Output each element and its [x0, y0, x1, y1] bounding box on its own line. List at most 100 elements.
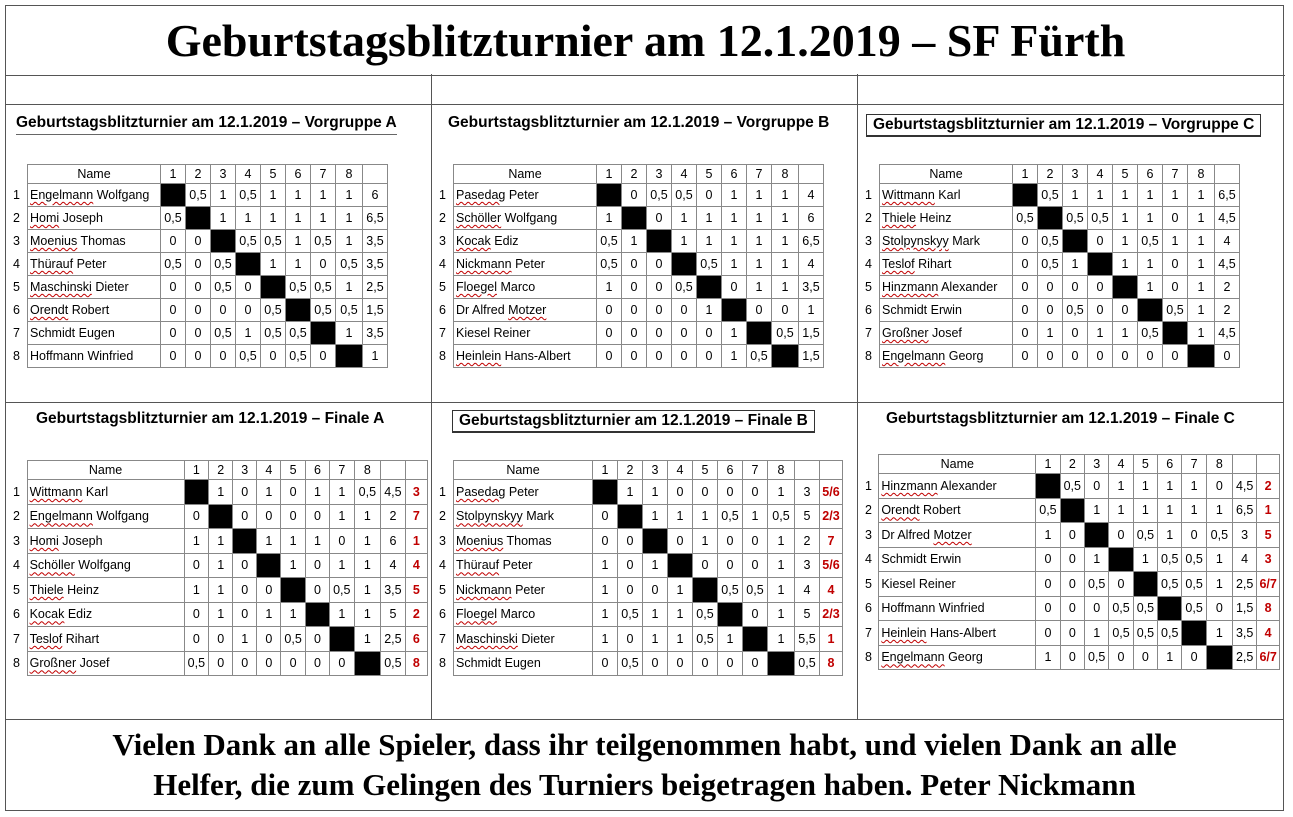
score-cell: 0	[160, 298, 186, 322]
column-header: 8	[335, 164, 363, 184]
score-cell: 0	[621, 252, 647, 276]
total-cell: 0	[1214, 344, 1240, 368]
score-cell: 0	[304, 503, 330, 529]
score-cell: 0	[1112, 344, 1138, 368]
column-header: 1	[1035, 454, 1061, 474]
column-header: 6	[1137, 164, 1163, 184]
table-row: 5 Floegel Marco 1 0 0 0,5 0 1 1 3,5	[438, 275, 824, 299]
table-row: 6 Hoffmann Winfried 0 0 0 0,5 0,5 0,5 0 1,5 8	[864, 595, 1280, 621]
score-cell: 0,5	[1012, 206, 1038, 230]
score-cell: 1	[1205, 497, 1233, 523]
player-name: Wittmann Karl	[26, 479, 185, 505]
divider	[6, 719, 1283, 720]
score-cell: 1	[696, 206, 722, 230]
score-cell: 1	[592, 626, 618, 652]
player-name: Thiele Heinz	[879, 206, 1013, 230]
player-name-part: Eugen	[504, 656, 541, 671]
score-cell: 0	[1035, 620, 1061, 646]
score-cell: 1	[335, 206, 363, 230]
player-name-part: Engelmann	[881, 650, 945, 665]
row-number: 7	[13, 326, 20, 340]
crosstable: Name 1 2 3 4 5 6 7 8 1 Wittmann Karl 0,5 1 1 1 1 1 1 6,5 2 T…	[864, 164, 1240, 368]
score-cell: 1	[667, 626, 693, 652]
total-cell: 4,5	[1214, 252, 1240, 276]
score-cell: 0	[646, 344, 672, 368]
rank-column-header	[404, 460, 429, 480]
table-row: 7 Teslof Rihart 0 0 1 0 0,5 0 1 2,5 6	[12, 626, 429, 652]
score-cell: 0,5	[617, 601, 643, 627]
score-cell: 1	[285, 206, 311, 230]
player-name-part: Schmidt	[456, 656, 502, 671]
score-cell: 1	[1157, 473, 1183, 499]
score-cell: 0	[621, 321, 647, 345]
player-name: Großner Josef	[879, 321, 1013, 345]
diagonal-cell	[1112, 275, 1138, 299]
table-row: 8 Schmidt Eugen 0 0,5 0 0 0 0 0 0,5 8	[438, 650, 843, 676]
score-cell: 0,5	[1083, 571, 1110, 597]
score-cell: 0,5	[767, 503, 795, 529]
score-cell: 0	[771, 298, 799, 322]
score-cell: 1	[1087, 321, 1113, 345]
player-name-part: Joseph	[62, 533, 103, 548]
column-header: 5	[692, 460, 718, 480]
player-name: Homi Joseph	[27, 206, 161, 230]
score-cell: 1	[1112, 183, 1138, 207]
player-name-part: Nickmann	[456, 582, 512, 597]
table-row: 3 Moenius Thomas 0 0 0,5 0,5 1 0,5 1 3,5	[12, 229, 388, 253]
score-cell: 0,5	[260, 229, 286, 253]
total-cell: 3,5	[362, 252, 388, 276]
total-column-header	[798, 164, 824, 184]
score-cell: 0,5	[310, 298, 336, 322]
score-cell: 1	[1187, 206, 1215, 230]
score-cell: 1	[692, 528, 718, 554]
player-name-part: Kocak	[29, 607, 65, 622]
player-name-part: Dr	[456, 303, 470, 317]
score-cell: 1	[617, 479, 643, 505]
diagonal-cell	[260, 275, 286, 299]
diagonal-cell	[1035, 473, 1061, 499]
score-cell: 0	[592, 503, 618, 529]
column-header: 8	[767, 460, 795, 480]
player-name: Maschinski Dieter	[453, 626, 593, 652]
score-cell: 0,5	[742, 577, 768, 603]
score-cell: 1	[183, 577, 210, 603]
score-cell: 1	[353, 577, 382, 603]
table-row: 1 Pasedag Peter 0 0,5 0,5 0 1 1 1 4	[438, 183, 824, 207]
row-number: 3	[439, 234, 446, 248]
total-cell: 5	[794, 601, 820, 627]
score-cell: 0,5	[160, 206, 186, 230]
player-name-part: Dieter	[95, 280, 129, 294]
total-cell: 6,5	[1231, 497, 1258, 523]
score-cell: 1	[280, 601, 306, 627]
table-header-row: Name 1 2 3 4 5 6 7 8	[438, 164, 824, 184]
score-cell: 0	[232, 601, 258, 627]
score-cell: 0	[592, 528, 618, 554]
row-number: 2	[439, 509, 446, 524]
player-name-part: Alexander	[940, 478, 997, 493]
player-name: Dr Alfred Motzer	[878, 522, 1037, 548]
score-cell: 1	[1157, 644, 1183, 670]
row-number: 1	[439, 484, 446, 499]
score-cell: 0	[717, 479, 743, 505]
score-cell: 1	[771, 275, 799, 299]
player-name: Dr Alfred Motzer	[453, 298, 597, 322]
table-row: 4 Schmidt Erwin 0 0 1 1 0,5 0,5 1 4 3	[864, 546, 1280, 572]
player-name-part: Alexander	[941, 280, 998, 294]
score-cell: 1	[235, 206, 261, 230]
score-cell: 0	[256, 650, 282, 676]
score-cell: 0	[692, 552, 718, 578]
column-header: 4	[235, 164, 261, 184]
panel-vorgruppe-a: Geburtstagsblitzturnier am 12.1.2019 – V…	[10, 114, 428, 394]
player-name-part: Heinz	[919, 211, 952, 225]
total-cell: 3,5	[380, 577, 406, 603]
score-cell: 1	[771, 183, 799, 207]
score-cell: 0	[1037, 298, 1063, 322]
column-header: 2	[208, 460, 234, 480]
score-cell: 0	[621, 183, 647, 207]
player-name-part: Rihart	[918, 257, 952, 271]
diagonal-cell	[671, 252, 697, 276]
player-name-part: Wittmann	[882, 188, 935, 202]
rank-cell: 8	[404, 650, 429, 676]
row-number: 5	[865, 280, 872, 294]
panel-vorgruppe-c: Geburtstagsblitzturnier am 12.1.2019 – V…	[862, 114, 1280, 394]
